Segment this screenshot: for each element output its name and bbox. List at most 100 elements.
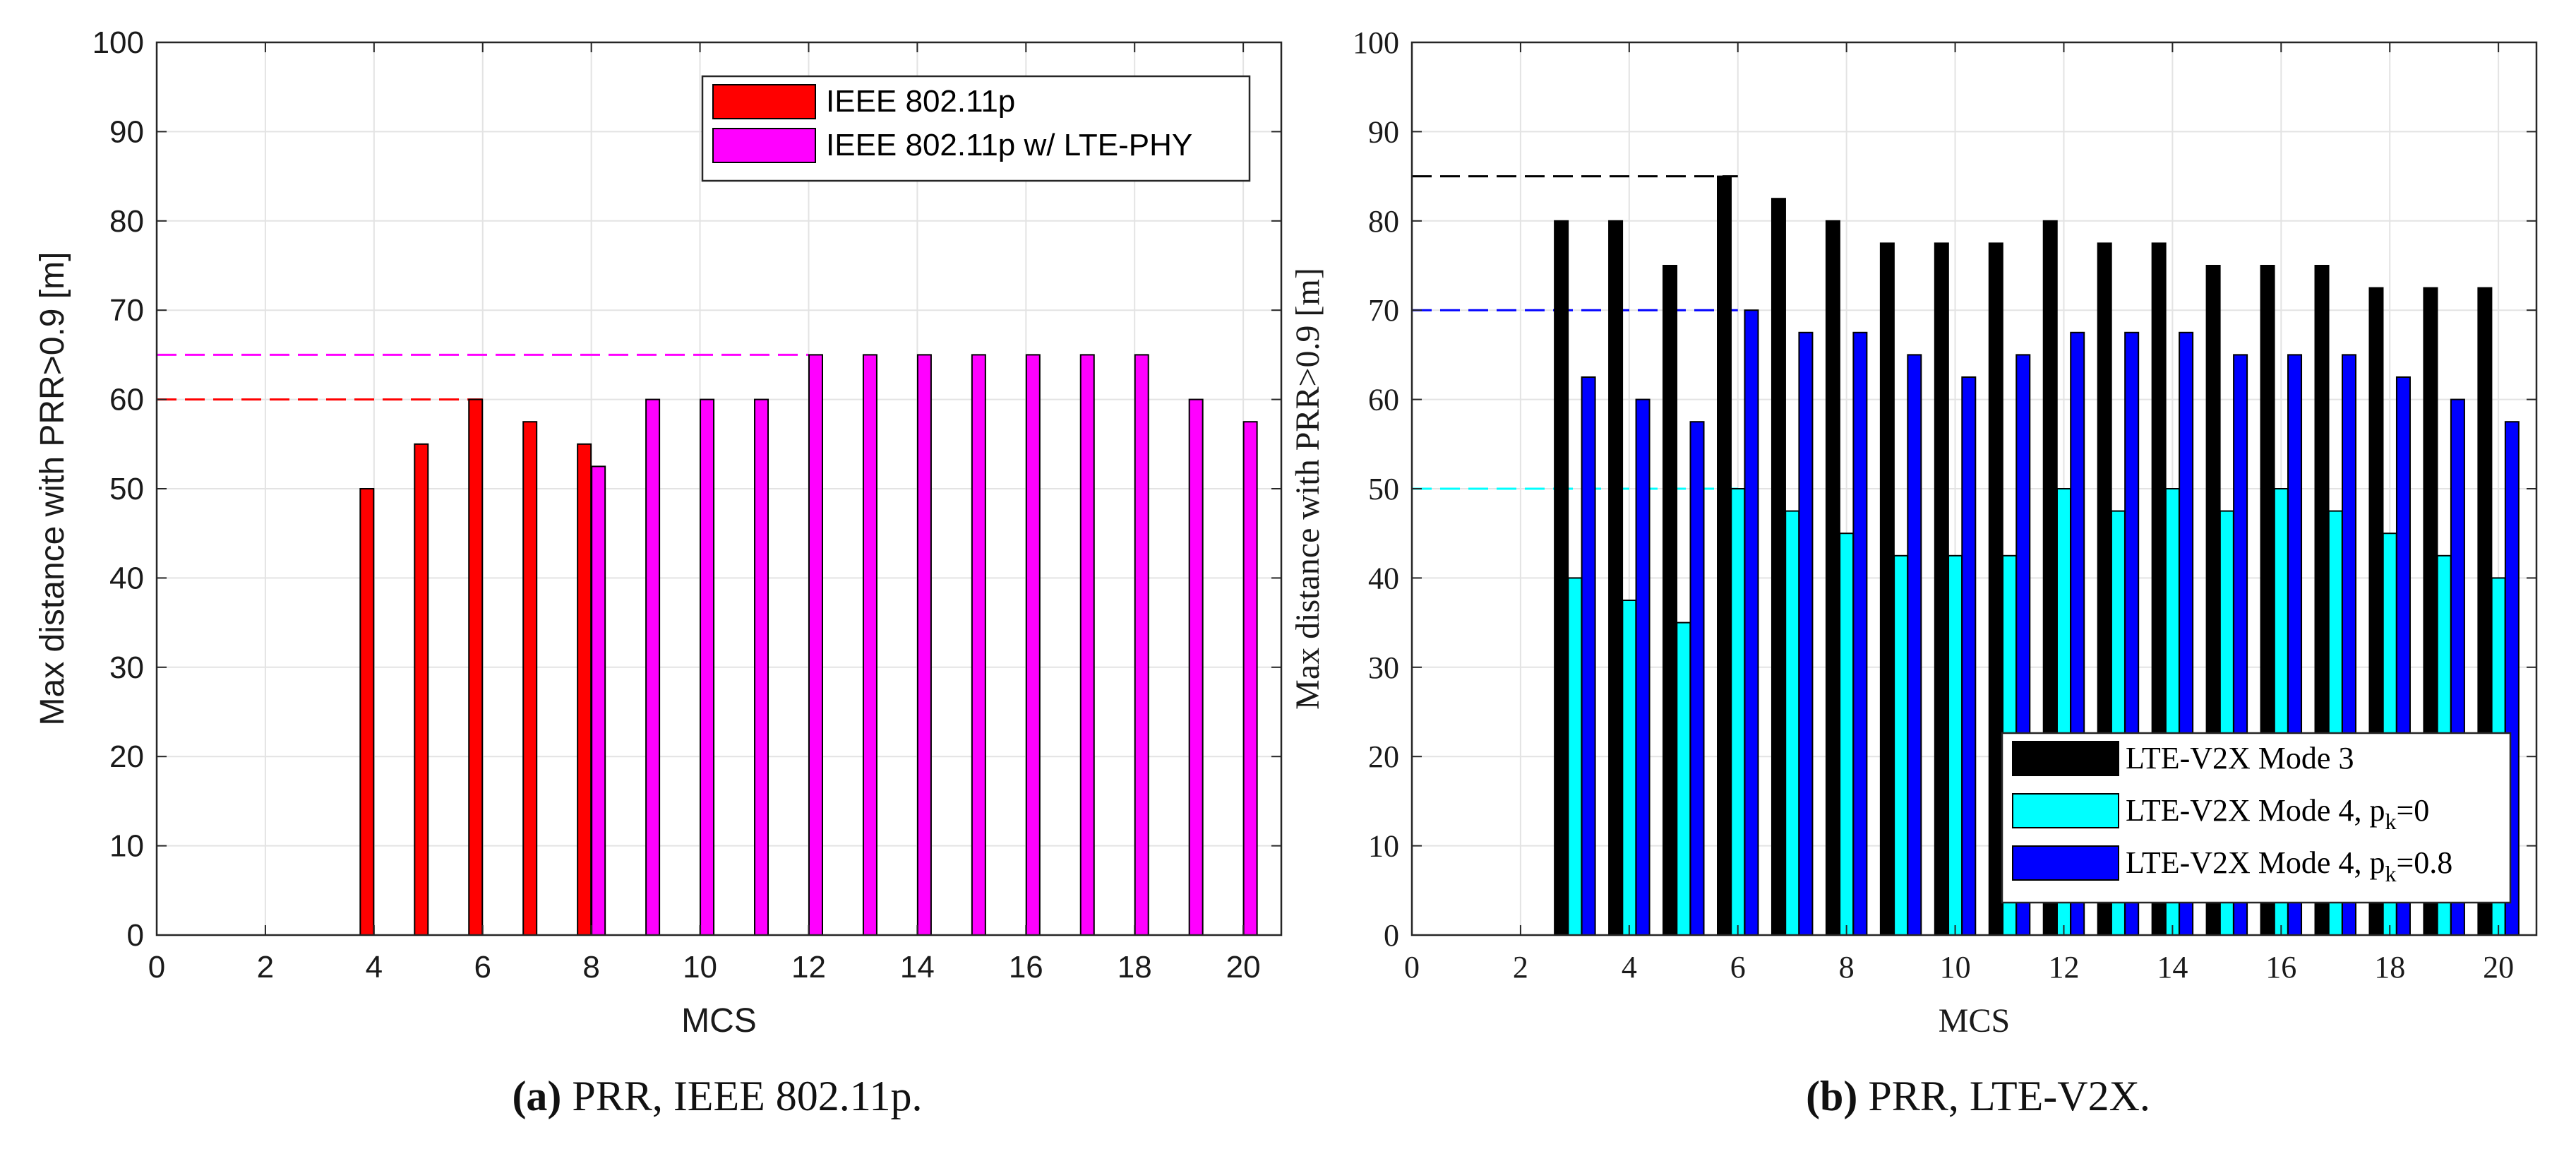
chart-a-xtick-label-10: 10 xyxy=(683,950,717,985)
chart-b-ytick-label-100: 100 xyxy=(1353,25,1399,60)
chart-b-legend-label-2: LTE-V2X Mode 4, pk=0.8 xyxy=(2126,845,2452,886)
chart-b-bar-s1-3 xyxy=(1730,488,1746,936)
chart-b-caption-label: (b) xyxy=(1806,1073,1857,1119)
chart-a-bar-s1-8 xyxy=(1025,354,1041,936)
chart-b-bar-s2-2 xyxy=(1689,421,1705,936)
chart-b-xtick-label-12: 12 xyxy=(2048,950,2079,985)
chart-a-ytick-label-30: 30 xyxy=(109,650,144,685)
chart-b-bar-s0-3 xyxy=(1717,175,1732,936)
chart-a-ytick-label-10: 10 xyxy=(109,829,144,864)
chart-b-ytick-label-50: 50 xyxy=(1368,472,1399,506)
chart-b-legend: LTE-V2X Mode 3 LTE-V2X Mode 4, pk=0 LTE-V2… xyxy=(2001,732,2512,904)
chart-a-ytick-label-20: 20 xyxy=(109,739,144,774)
chart-b-bar-s0-5 xyxy=(1825,220,1840,936)
chart-a-bar-s1-5 xyxy=(862,354,877,936)
chart-a-legend-label-1: IEEE 802.11p w/ LTE-PHY xyxy=(826,128,1192,162)
chart-b-ytick-label-60: 60 xyxy=(1368,383,1399,417)
chart-b-bar-s1-1 xyxy=(1622,600,1637,936)
chart-b-caption-text: PRR, LTE-V2X. xyxy=(1857,1073,2150,1119)
chart-b-xtick-label-0: 0 xyxy=(1404,950,1420,985)
chart-b-bar-s0-0 xyxy=(1554,220,1569,936)
chart-a-ytick-label-0: 0 xyxy=(127,918,144,953)
chart-b-bar-s2-7 xyxy=(1961,376,1977,936)
chart-b-ytick-label-70: 70 xyxy=(1368,293,1399,328)
chart-a-xtick-label-6: 6 xyxy=(474,950,491,985)
chart-a-xtick-label-12: 12 xyxy=(791,950,826,985)
chart-a-xtick-label-20: 20 xyxy=(1226,950,1261,985)
chart-a-ytick-label-90: 90 xyxy=(109,114,144,149)
chart-b-bar-s2-0 xyxy=(1581,376,1596,936)
chart-a-bar-s1-0 xyxy=(591,465,606,936)
chart-a-bar-s1-12 xyxy=(1242,421,1258,936)
chart-b-xtick-label-2: 2 xyxy=(1513,950,1528,985)
chart-b-bar-s0-1 xyxy=(1608,220,1624,936)
chart-b-legend-swatch-1 xyxy=(2012,793,2119,828)
chart-b-bar-s1-6 xyxy=(1893,554,1909,936)
chart-a-bar-s0-1 xyxy=(414,443,429,936)
chart-b-ytick-label-40: 40 xyxy=(1368,561,1399,595)
chart-b-ytick-label-30: 30 xyxy=(1368,650,1399,685)
chart-a-ytick-label-40: 40 xyxy=(109,561,144,595)
chart-a-xtick-label-14: 14 xyxy=(900,950,935,985)
chart-b-xtick-label-20: 20 xyxy=(2483,950,2514,985)
chart-a-y-axis-label: Max distance with PRR>0.9 [m] xyxy=(34,252,71,726)
chart-a-ytick-label-60: 60 xyxy=(109,383,144,417)
chart-a-legend-swatch-0 xyxy=(712,84,816,119)
chart-a-bar-s0-3 xyxy=(522,421,538,936)
chart-b-xtick-label-14: 14 xyxy=(2157,950,2188,985)
chart-a-bar-s0-4 xyxy=(577,443,592,936)
chart-a-caption-label: (a) xyxy=(512,1073,561,1119)
chart-b-bar-s1-2 xyxy=(1676,621,1691,936)
chart-a-xtick-label-18: 18 xyxy=(1118,950,1152,985)
chart-b-bar-s2-3 xyxy=(1744,309,1759,936)
chart-a-xtick-label-4: 4 xyxy=(366,950,383,985)
chart-b-y-axis-label: Max distance with PRR>0.9 [m] xyxy=(1289,268,1326,710)
chart-b-bar-s0-6 xyxy=(1879,242,1895,936)
chart-b-bar-s0-8 xyxy=(1988,242,2003,936)
chart-a-bar-s0-2 xyxy=(468,398,484,936)
chart-a-ytick-label-80: 80 xyxy=(109,204,144,239)
chart-b-bar-s1-0 xyxy=(1567,577,1583,936)
chart-b-bar-s0-4 xyxy=(1771,198,1786,936)
chart-b-bar-s2-5 xyxy=(1852,331,1868,936)
chart-a-bar-s1-6 xyxy=(916,354,932,936)
chart-a-bar-s1-3 xyxy=(754,398,769,936)
chart-b-bar-s1-5 xyxy=(1839,533,1855,936)
chart-a-caption-text: PRR, IEEE 802.11p. xyxy=(561,1073,922,1119)
chart-b-bar-s2-1 xyxy=(1635,398,1651,936)
chart-b-ytick-label-90: 90 xyxy=(1368,114,1399,149)
chart-b-ytick-label-80: 80 xyxy=(1368,204,1399,239)
chart-a-legend-swatch-1 xyxy=(712,128,816,163)
chart-b-bar-s2-4 xyxy=(1798,331,1814,936)
chart-b-bar-s1-7 xyxy=(1948,554,1963,936)
chart-a-xtick-label-2: 2 xyxy=(257,950,274,985)
chart-b-bar-s0-7 xyxy=(1934,242,1949,936)
chart-a-bar-s1-2 xyxy=(700,398,715,936)
chart-a-xtick-label-0: 0 xyxy=(148,950,165,985)
chart-a-bar-s1-1 xyxy=(645,398,661,936)
chart-b-xtick-label-16: 16 xyxy=(2265,950,2296,985)
chart-b-xtick-label-18: 18 xyxy=(2374,950,2405,985)
chart-b-caption: (b) PRR, LTE-V2X. xyxy=(1806,1073,2150,1119)
chart-b-legend-label-0: LTE-V2X Mode 3 xyxy=(2126,741,2354,775)
chart-b-bar-s1-4 xyxy=(1785,510,1800,936)
chart-b-xtick-label-4: 4 xyxy=(1622,950,1637,985)
chart-panel-b: 0 2 4 6 8 10 12 14 16 18 20 0 10 20 30 40 50 60 70 80 90 100 M… xyxy=(1289,25,2538,1119)
chart-b-xtick-label-10: 10 xyxy=(1940,950,1971,985)
chart-b-x-axis-label: MCS xyxy=(1939,1002,2010,1040)
chart-b-ytick-label-20: 20 xyxy=(1368,739,1399,774)
chart-a-bar-s1-9 xyxy=(1079,354,1095,936)
chart-b-legend-swatch-2 xyxy=(2012,845,2119,881)
chart-a-bar-s1-4 xyxy=(808,354,823,936)
chart-a-bar-s1-7 xyxy=(971,354,986,936)
chart-b-ytick-label-0: 0 xyxy=(1384,918,1399,953)
chart-panel-a: 0 2 4 6 8 10 12 14 16 18 20 0 10 20 30 40 50 60 70 80 90 100 M… xyxy=(34,25,1283,1119)
chart-a-x-axis-label: MCS xyxy=(681,1002,757,1040)
chart-b-xtick-label-6: 6 xyxy=(1730,950,1746,985)
chart-b-legend-swatch-0 xyxy=(2012,741,2119,776)
chart-b-xtick-label-8: 8 xyxy=(1839,950,1855,985)
chart-a-xtick-label-8: 8 xyxy=(582,950,599,985)
chart-a-bar-s0-0 xyxy=(359,488,375,936)
chart-a-legend: IEEE 802.11p IEEE 802.11p w/ LTE-PHY xyxy=(701,75,1251,182)
